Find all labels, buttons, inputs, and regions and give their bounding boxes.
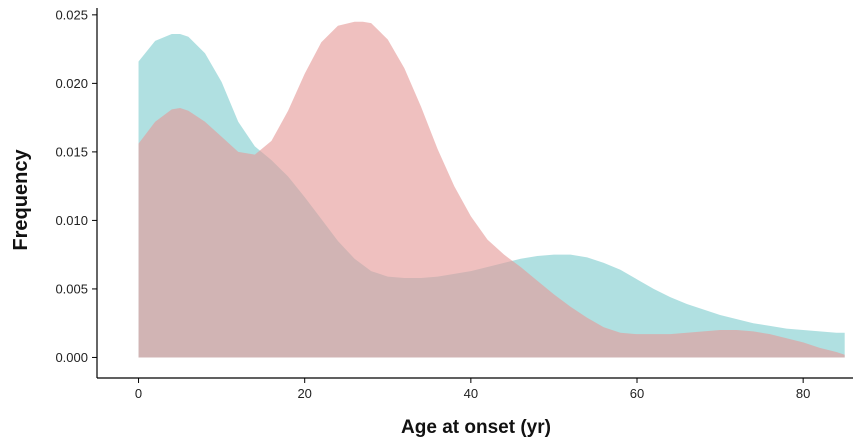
y-tick-label: 0.015 [55,144,88,159]
y-ticks: 0.000 0.005 0.010 0.015 0.020 0.025 [55,7,97,365]
y-tick-label: 0.010 [55,213,88,228]
y-tick-label: 0.025 [55,7,88,22]
y-tick-label: 0.020 [55,76,88,91]
y-axis-title: Frequency [10,149,32,251]
x-ticks: 0 20 40 60 80 [135,378,810,401]
y-tick-label: 0.000 [55,350,88,365]
x-axis-title: Age at onset (yr) [401,417,551,438]
density-areas [138,21,845,358]
x-tick-label: 20 [297,386,311,401]
density-area-2 [138,21,845,358]
x-tick-label: 40 [464,386,478,401]
axes [96,8,853,379]
x-tick-label: 0 [135,386,142,401]
x-tick-label: 80 [796,386,810,401]
y-tick-label: 0.005 [55,281,88,296]
x-tick-label: 60 [630,386,644,401]
